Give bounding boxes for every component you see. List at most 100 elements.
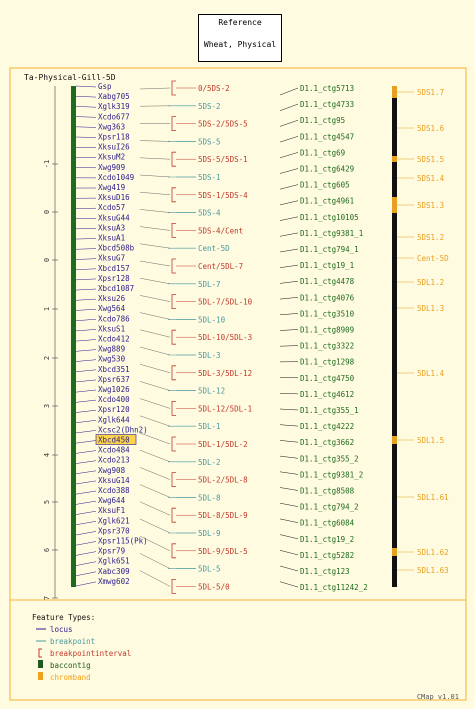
locus-connector bbox=[75, 379, 97, 383]
chromband-label: 5DS1.2 bbox=[417, 233, 444, 242]
chromband-label: 5DL1.4 bbox=[417, 369, 445, 378]
contig-label: D1.1_ctg4750 bbox=[300, 374, 355, 383]
locus-label: XksuG7 bbox=[98, 254, 125, 263]
locus-label: Xpsr128 bbox=[98, 274, 130, 283]
breakpoint-corr bbox=[139, 536, 171, 551]
chromband-segment bbox=[392, 436, 397, 444]
locus-highlight bbox=[95, 434, 137, 445]
chromband-label: 5DL1.5 bbox=[417, 436, 444, 445]
breakpoint-corr bbox=[139, 518, 171, 534]
contig-corr bbox=[279, 232, 299, 237]
breakpoint-corr bbox=[139, 398, 171, 409]
locus-label: Xwg530 bbox=[98, 355, 126, 364]
contig-label: D1.1_ctg4478 bbox=[300, 277, 355, 286]
breakpoint-label: 0/5DS-2 bbox=[198, 84, 230, 93]
contig-corr bbox=[279, 280, 299, 284]
locus-label: Xwg909 bbox=[98, 163, 125, 172]
contig-corr bbox=[279, 103, 299, 111]
scale-tick-label: 6 bbox=[43, 548, 51, 552]
contig-corr bbox=[279, 200, 299, 206]
breakpoint-corr bbox=[139, 192, 171, 195]
locus-connector bbox=[75, 409, 97, 413]
contig-label: D1.1_ctg794_2 bbox=[300, 503, 359, 512]
contig-label: D1.1_ctg4961 bbox=[300, 197, 354, 206]
interval-bracket bbox=[171, 436, 176, 452]
breakpoint-label: 5DS-1 bbox=[198, 173, 221, 182]
reference-box: Reference Wheat, Physical bbox=[198, 14, 282, 62]
contig-corr bbox=[279, 550, 299, 556]
locus-label: Xcdo677 bbox=[98, 112, 130, 121]
locus-label: XksuD16 bbox=[98, 193, 130, 202]
locus-connector bbox=[75, 278, 97, 281]
chromosome-bar bbox=[71, 86, 76, 587]
interval-bracket bbox=[171, 294, 176, 309]
locus-label: Xcdo412 bbox=[98, 335, 130, 344]
locus-label: Xpsr370 bbox=[98, 526, 130, 535]
locus-label: Xbcd450 bbox=[98, 436, 130, 445]
breakpoint-corr bbox=[139, 484, 171, 498]
locus-connector bbox=[75, 531, 97, 536]
locus-label: XksuI26 bbox=[98, 143, 130, 152]
contig-corr bbox=[279, 487, 299, 491]
legend-label: locus bbox=[50, 625, 73, 634]
contig-label: D1.1_ctg8909 bbox=[300, 326, 354, 335]
breakpoint-corr bbox=[139, 450, 171, 462]
locus-label: Xwg419 bbox=[98, 183, 125, 192]
locus-connector bbox=[75, 389, 97, 393]
locus-connector bbox=[75, 258, 97, 260]
contig-label: D1.1_ctg8508 bbox=[300, 487, 355, 496]
contig-label: D1.1_ctg6084 bbox=[300, 519, 355, 528]
chromband-label: Cent-5D bbox=[417, 254, 449, 263]
locus-connector bbox=[75, 359, 97, 362]
breakpoint-corr bbox=[139, 570, 171, 587]
scale-tick-label: 0 bbox=[43, 258, 51, 262]
locus-connector bbox=[75, 399, 97, 403]
interval-bracket bbox=[171, 223, 176, 238]
locus-label: XksuG44 bbox=[98, 213, 130, 222]
locus-label: Xglk651 bbox=[98, 557, 130, 566]
locus-connector bbox=[75, 329, 97, 332]
locus-label: Xcdo484 bbox=[98, 446, 130, 455]
contig-corr bbox=[279, 184, 299, 190]
breakpoint-label: 5DS-5/5DS-1 bbox=[198, 155, 248, 164]
contig-corr bbox=[279, 471, 299, 475]
contig-label: D1.1_ctg4076 bbox=[300, 293, 355, 302]
locus-connector bbox=[75, 85, 97, 88]
contig-corr bbox=[279, 119, 299, 127]
locus-label: Xwg644 bbox=[98, 496, 126, 505]
locus-label: Xbcd1087 bbox=[98, 284, 134, 293]
contig-corr bbox=[279, 440, 299, 443]
scale-tick-label: 2 bbox=[43, 356, 51, 360]
contig-label: D1.1_ctg3662 bbox=[300, 438, 354, 447]
legend-frame bbox=[9, 599, 467, 701]
locus-connector bbox=[75, 470, 97, 475]
breakpoint-corr bbox=[139, 432, 171, 445]
breakpoint-label: 5DS-4 bbox=[198, 209, 221, 218]
locus-label: XksuS1 bbox=[98, 324, 125, 333]
chromband-label: 5DL1.3 bbox=[417, 304, 444, 313]
breakpoint-label: 5DL-10 bbox=[198, 315, 226, 324]
contig-label: D1.1_ctg19_1 bbox=[300, 261, 354, 270]
locus-connector bbox=[75, 106, 97, 108]
breakpoint-label: 5DS-4/Cent bbox=[198, 226, 243, 235]
locus-label: Xwg564 bbox=[98, 304, 126, 313]
scale-tick-label: 7 bbox=[43, 596, 51, 600]
locus-connector bbox=[75, 95, 97, 98]
legend-swatch-interval bbox=[38, 648, 42, 658]
breakpoint-corr bbox=[139, 157, 171, 160]
breakpoint-corr bbox=[139, 226, 171, 231]
breakpoint-label: 5DL-7/5DL-10 bbox=[198, 298, 253, 307]
locus-label: XksuA1 bbox=[98, 234, 125, 243]
breakpoint-label: 5DS-2 bbox=[198, 102, 221, 111]
contig-corr bbox=[279, 424, 299, 427]
legend-label: chromband bbox=[50, 673, 91, 682]
breakpoint-label: 5DL-9 bbox=[198, 529, 221, 538]
locus-label: XksuA3 bbox=[98, 223, 125, 232]
contig-corr bbox=[279, 248, 299, 253]
contig-corr bbox=[279, 345, 299, 347]
scale-tick-label: -1 bbox=[43, 160, 51, 168]
contig-label: D1.1_ctg4733 bbox=[300, 100, 354, 109]
contig-label: D1.1_ctg794_1 bbox=[300, 245, 359, 254]
locus-label: XksuM2 bbox=[98, 153, 125, 162]
contig-corr bbox=[279, 534, 299, 540]
